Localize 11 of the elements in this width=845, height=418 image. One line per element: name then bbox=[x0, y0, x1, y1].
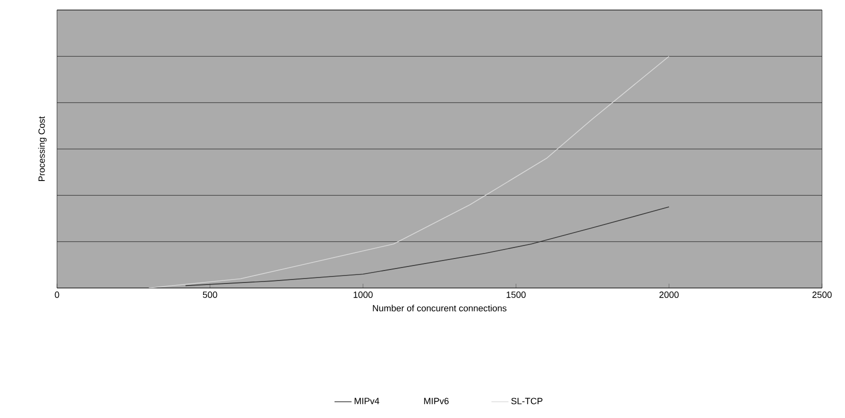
x-tick-label: 2500 bbox=[812, 292, 832, 298]
x-tick-label: 2000 bbox=[659, 292, 679, 298]
x-tick-label: 1000 bbox=[354, 292, 373, 298]
text: MIPv6 bbox=[424, 398, 449, 404]
x-tick-label: 500 bbox=[202, 292, 218, 298]
legend-label: MIPv4 bbox=[354, 398, 380, 404]
x-tick-label: 1500 bbox=[506, 292, 526, 298]
legend-label: SL-TCP bbox=[511, 398, 542, 404]
x-axis-title: Number of concurent connections bbox=[372, 304, 506, 312]
y-axis-title: Processing Cost bbox=[38, 116, 47, 182]
x-tick-label: 0 bbox=[54, 292, 60, 298]
